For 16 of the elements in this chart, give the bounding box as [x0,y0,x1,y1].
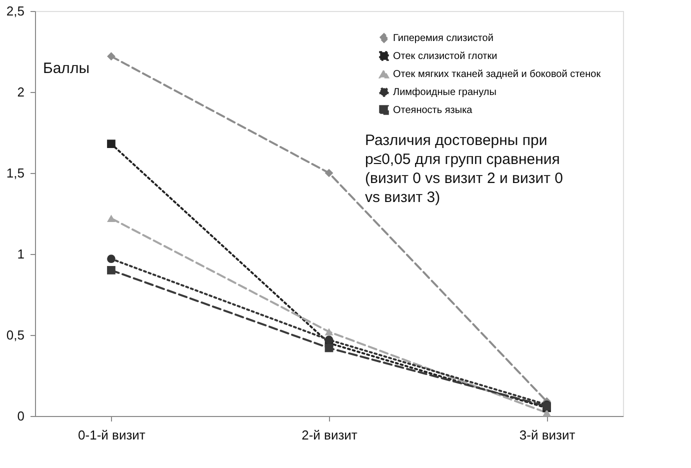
legend-label: Гиперемия слизистой [393,33,494,44]
annotation: Различия достоверны при р≤0,05 для групп сравнения (визит 0 vs визит 2 и визит 0 vs визит 3) [365,132,563,206]
y-tick-label: 2,5 [6,4,24,18]
x-tick-label: 2-й визит [302,428,358,442]
y-axis-title: Баллы [43,60,90,77]
legend-label: Отек мягких тканей задней и боковой стенок [393,69,602,80]
legend-label: Отек слизистой глотки [393,51,498,62]
y-tick-label: 1,5 [6,166,24,180]
x-tick-label: 3-й визит [519,428,576,442]
legend-label: Лимфоидные гранулы [393,87,496,98]
y-tick-label: 1 [17,246,24,262]
y-tick-label: 0 [17,408,24,424]
y-tick-label: 2 [17,84,24,100]
legend-label: Отеяность языка [393,105,473,116]
x-tick-label: 0-1-й визит [78,428,146,442]
y-tick-label: 0,5 [6,328,24,342]
